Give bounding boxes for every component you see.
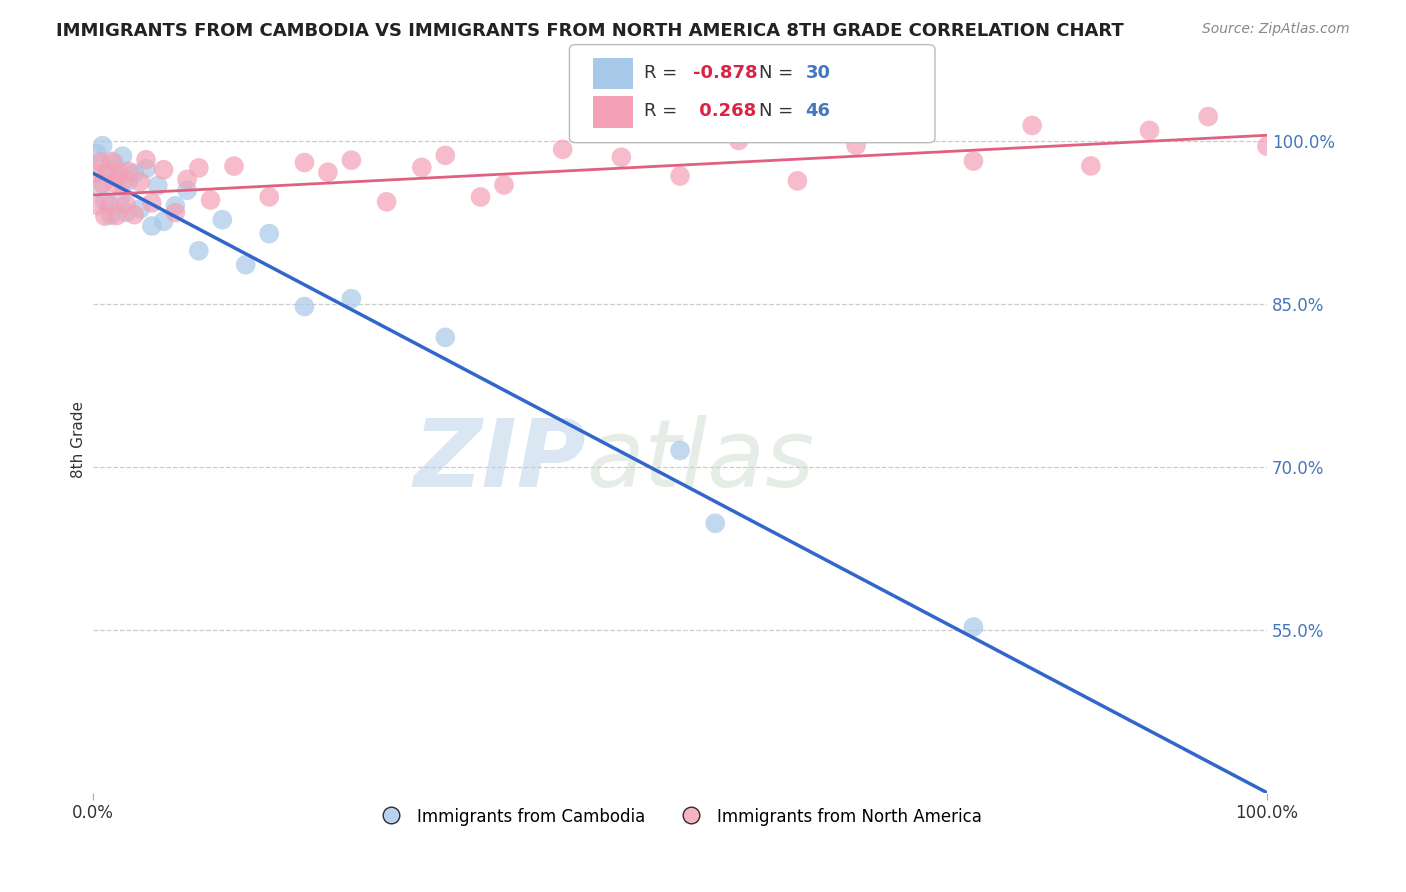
Point (96, 162, 118, 177)
Point (91, 138, 114, 153)
Point (141, 195, 163, 210)
Point (187, 161, 209, 175)
Point (551, 142, 574, 156)
Point (1080, 159, 1102, 173)
Point (87, 180, 110, 194)
Point (84, 166, 107, 180)
Point (105, 168, 128, 182)
Point (89, 155, 111, 169)
Point (86, 146, 108, 161)
Point (108, 191, 131, 205)
Point (340, 153, 363, 168)
Text: Source: ZipAtlas.com: Source: ZipAtlas.com (1202, 22, 1350, 37)
Point (375, 194, 398, 209)
Point (340, 292, 363, 306)
Point (122, 208, 145, 222)
Point (135, 153, 157, 167)
Point (103, 176, 125, 190)
Point (176, 183, 198, 197)
Point (704, 516, 727, 531)
Text: ZIP: ZIP (413, 415, 586, 507)
Point (211, 212, 233, 227)
Point (492, 178, 515, 192)
Text: 30: 30 (806, 64, 831, 82)
Point (91, 177, 114, 191)
Point (152, 214, 174, 228)
Point (101, 154, 124, 169)
Text: 46: 46 (806, 103, 831, 120)
Point (845, 138, 868, 153)
Point (904, 124, 927, 138)
Point (117, 164, 139, 178)
Text: atlas: atlas (586, 415, 814, 506)
Point (434, 330, 457, 344)
Text: R =: R = (644, 103, 683, 120)
Point (146, 178, 169, 193)
Legend: Immigrants from Cambodia, Immigrants from North America: Immigrants from Cambodia, Immigrants fro… (371, 800, 988, 834)
Point (135, 161, 157, 176)
Text: N =: N = (759, 64, 799, 82)
Text: N =: N = (759, 103, 799, 120)
Point (786, 174, 808, 188)
Point (100, 208, 122, 222)
Point (98, 198, 121, 212)
Point (94, 194, 117, 209)
Point (434, 148, 457, 162)
Point (108, 165, 131, 179)
Point (470, 190, 492, 204)
Point (187, 244, 209, 258)
Point (1197, 110, 1219, 124)
Point (115, 205, 138, 219)
Point (129, 175, 152, 189)
Point (1139, 123, 1161, 137)
Point (117, 174, 139, 188)
Point (176, 172, 198, 186)
Point (257, 227, 280, 241)
Point (105, 209, 128, 223)
Point (1021, 119, 1043, 133)
Point (962, 620, 984, 634)
Point (235, 258, 257, 272)
Point (103, 155, 125, 169)
Point (727, 133, 749, 147)
Point (294, 300, 316, 314)
Point (115, 197, 138, 211)
Point (411, 161, 433, 175)
Point (152, 162, 174, 177)
Text: 0.268: 0.268 (693, 103, 756, 120)
Point (94, 209, 117, 223)
Point (200, 193, 222, 207)
Point (1256, 139, 1278, 153)
Point (962, 154, 984, 169)
Point (96, 165, 118, 179)
Text: R =: R = (644, 64, 683, 82)
Point (316, 165, 339, 179)
Point (111, 149, 134, 163)
Point (111, 176, 134, 190)
Point (669, 169, 692, 183)
Point (165, 205, 187, 219)
Point (669, 443, 692, 458)
Point (87, 199, 110, 213)
Y-axis label: 8th Grade: 8th Grade (72, 401, 86, 478)
Point (294, 155, 316, 169)
Point (610, 150, 633, 164)
Point (122, 166, 145, 180)
Point (222, 159, 245, 173)
Point (257, 190, 280, 204)
Point (141, 219, 163, 233)
Text: -0.878: -0.878 (693, 64, 758, 82)
Point (165, 199, 187, 213)
Text: IMMIGRANTS FROM CAMBODIA VS IMMIGRANTS FROM NORTH AMERICA 8TH GRADE CORRELATION : IMMIGRANTS FROM CAMBODIA VS IMMIGRANTS F… (56, 22, 1123, 40)
Point (129, 202, 152, 216)
